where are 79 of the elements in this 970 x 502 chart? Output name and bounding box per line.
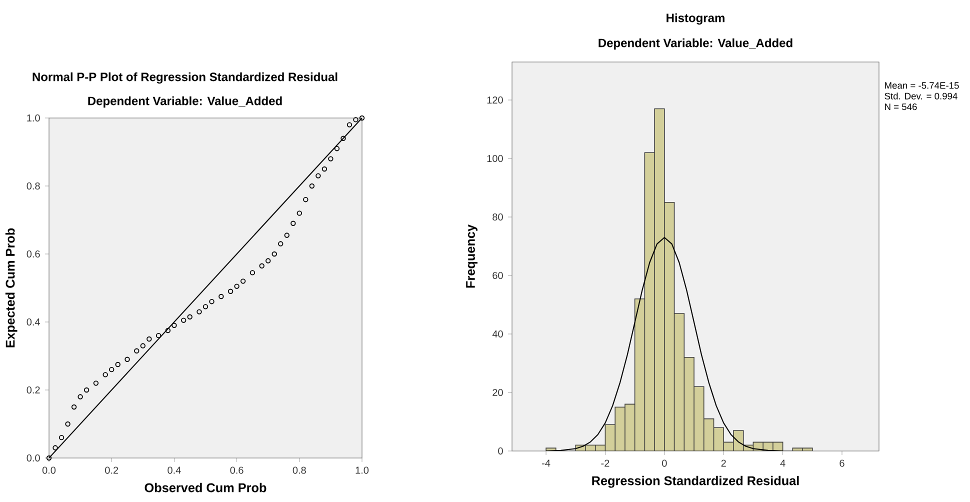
point: [284, 232, 290, 238]
point: [353, 117, 358, 122]
chart-title: Normal P-P Plot of Regression Standardized Residual: [32, 72, 338, 84]
text: Std. Dev. = 0.994: [884, 92, 958, 100]
text: N = 546: [885, 104, 917, 110]
point: [316, 173, 321, 178]
y-tick-label: 0.2: [26, 386, 40, 394]
point: [146, 336, 152, 342]
point: [250, 270, 256, 276]
y-tick-label: 0.0: [26, 454, 40, 462]
x-tick-label: -4: [542, 460, 550, 467]
point: [102, 372, 108, 378]
point: [334, 146, 340, 152]
point: [340, 136, 346, 141]
point: [266, 258, 271, 264]
y-tick-label: 0.6: [26, 250, 40, 258]
x-tick-label: 2: [721, 460, 726, 467]
x-tick-label: -2: [601, 460, 610, 467]
point: [303, 196, 308, 202]
point: [156, 332, 162, 338]
y-tick-label: 80: [492, 213, 503, 221]
x-tick-label: 0.0: [42, 466, 56, 474]
point: [346, 122, 352, 128]
point: [234, 284, 240, 289]
point: [296, 210, 302, 216]
x-tick-label: 0.4: [168, 466, 181, 474]
point: [196, 309, 202, 314]
y-tick-label: 100: [487, 154, 503, 162]
point: [124, 356, 130, 362]
point: [58, 434, 64, 440]
point: [290, 220, 296, 226]
point: [109, 366, 114, 372]
point: [172, 322, 177, 328]
point: [65, 421, 70, 427]
point: [187, 314, 192, 320]
point: [93, 380, 99, 386]
point: [309, 183, 315, 189]
chart-subtitle: Dependent Variable: Value_Added: [598, 38, 792, 50]
point: [180, 318, 186, 323]
point: [209, 298, 214, 304]
x-tick-label: 0.6: [230, 466, 244, 474]
x-tick-label: 6: [840, 460, 844, 467]
y-axis-title: Expected Cum Prob: [5, 228, 18, 348]
point: [165, 328, 171, 334]
x-tick-label: 1.0: [356, 466, 369, 474]
point: [202, 304, 208, 310]
x-tick-label: 0.8: [292, 466, 306, 474]
point: [228, 288, 234, 294]
point: [240, 278, 246, 284]
point: [78, 394, 83, 400]
chart-subtitle: Dependent Variable: Value_Added: [88, 96, 282, 108]
y-tick-label: 40: [492, 330, 503, 338]
y-tick-label: 0.4: [26, 318, 40, 326]
point: [134, 348, 140, 354]
point: [322, 166, 328, 172]
y-tick-label: 20: [492, 388, 503, 396]
point: [140, 343, 146, 348]
x-tick-label: 0: [662, 460, 667, 467]
point: [328, 156, 334, 162]
point: [272, 251, 277, 257]
chart-title: Histogram: [666, 13, 724, 25]
y-tick-label: 0.8: [26, 182, 40, 190]
y-tick-label: 1.0: [27, 114, 40, 122]
x-axis-title: Regression Standardized Residual: [592, 476, 799, 488]
y-axis-title: Frequency: [466, 224, 478, 288]
y-tick-label: 0: [498, 447, 503, 455]
x-axis-title: Observed Cum Prob: [144, 482, 266, 492]
y-tick-label: 120: [487, 96, 503, 104]
y-tick-label: 60: [492, 272, 503, 280]
point: [115, 362, 120, 368]
point: [84, 387, 90, 393]
text: Mean = -5.74E-15: [885, 82, 959, 89]
point: [52, 445, 58, 450]
point: [71, 404, 77, 410]
x-tick-label: 4: [780, 460, 786, 467]
x-tick-label: 0.2: [105, 466, 118, 474]
point: [218, 294, 224, 300]
point: [278, 241, 284, 246]
point: [259, 263, 264, 268]
